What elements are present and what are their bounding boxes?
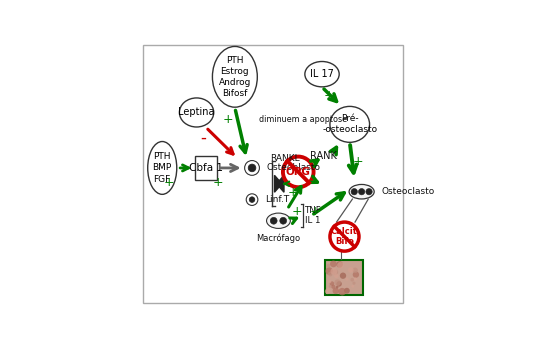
Text: OPG: OPG <box>286 167 311 177</box>
Circle shape <box>366 189 372 195</box>
Circle shape <box>344 288 350 294</box>
Text: +: + <box>324 89 334 102</box>
Text: Osteoblasto: Osteoblasto <box>266 163 320 173</box>
Text: +: + <box>292 205 302 218</box>
Circle shape <box>329 285 332 288</box>
Circle shape <box>334 279 341 286</box>
Circle shape <box>336 281 342 287</box>
Text: Pré-
-osteoclasto: Pré- -osteoclasto <box>322 114 377 134</box>
Circle shape <box>351 189 358 195</box>
Text: diminuem a apoptose: diminuem a apoptose <box>259 115 347 123</box>
Circle shape <box>334 273 338 278</box>
Circle shape <box>351 285 354 288</box>
Circle shape <box>325 289 330 294</box>
Circle shape <box>333 288 339 294</box>
Circle shape <box>249 197 255 202</box>
Circle shape <box>330 261 337 267</box>
Text: Osteoclasto: Osteoclasto <box>382 187 435 196</box>
Circle shape <box>348 267 354 273</box>
Text: -: - <box>200 129 206 146</box>
Circle shape <box>340 273 346 279</box>
Text: +: + <box>310 205 321 218</box>
Circle shape <box>331 285 335 289</box>
Text: +: + <box>288 186 298 199</box>
Text: Calcit
Bifo: Calcit Bifo <box>331 227 358 246</box>
Ellipse shape <box>349 185 374 199</box>
Circle shape <box>330 268 337 275</box>
Circle shape <box>248 164 256 172</box>
Circle shape <box>354 277 357 281</box>
Circle shape <box>327 287 329 290</box>
Circle shape <box>329 281 334 286</box>
Ellipse shape <box>266 213 290 228</box>
Text: IL 17: IL 17 <box>310 69 334 79</box>
Circle shape <box>246 194 258 205</box>
Circle shape <box>352 282 356 285</box>
Text: +: + <box>164 176 174 189</box>
Circle shape <box>328 272 333 276</box>
Text: +: + <box>352 155 363 168</box>
Circle shape <box>325 267 333 275</box>
Text: RANK: RANK <box>310 151 337 161</box>
Text: Linf.T: Linf.T <box>265 195 289 204</box>
Text: RANKL: RANKL <box>270 154 300 163</box>
Text: +: + <box>212 176 223 189</box>
Circle shape <box>359 189 365 195</box>
Text: TNF
IL 1: TNF IL 1 <box>305 206 322 225</box>
Circle shape <box>338 288 346 295</box>
Circle shape <box>353 271 359 278</box>
Circle shape <box>350 278 354 282</box>
Text: Cbfa 1: Cbfa 1 <box>189 163 223 173</box>
Circle shape <box>336 261 343 268</box>
Text: PTH
Estrog
Androg
Bifosf: PTH Estrog Androg Bifosf <box>219 56 251 98</box>
Polygon shape <box>277 175 284 192</box>
Text: +: + <box>223 113 233 126</box>
Circle shape <box>270 217 277 224</box>
Circle shape <box>336 286 338 288</box>
Circle shape <box>328 280 332 283</box>
Circle shape <box>333 269 338 275</box>
Circle shape <box>326 264 330 268</box>
FancyBboxPatch shape <box>325 260 363 295</box>
Text: PTH
BMP
FGF: PTH BMP FGF <box>152 152 172 184</box>
Text: Leptina: Leptina <box>179 107 215 117</box>
Circle shape <box>280 217 287 224</box>
Circle shape <box>245 161 260 175</box>
Circle shape <box>352 268 358 273</box>
Circle shape <box>345 277 349 281</box>
Polygon shape <box>274 175 282 192</box>
Text: Macrófago: Macrófago <box>256 233 301 243</box>
Circle shape <box>337 262 344 268</box>
